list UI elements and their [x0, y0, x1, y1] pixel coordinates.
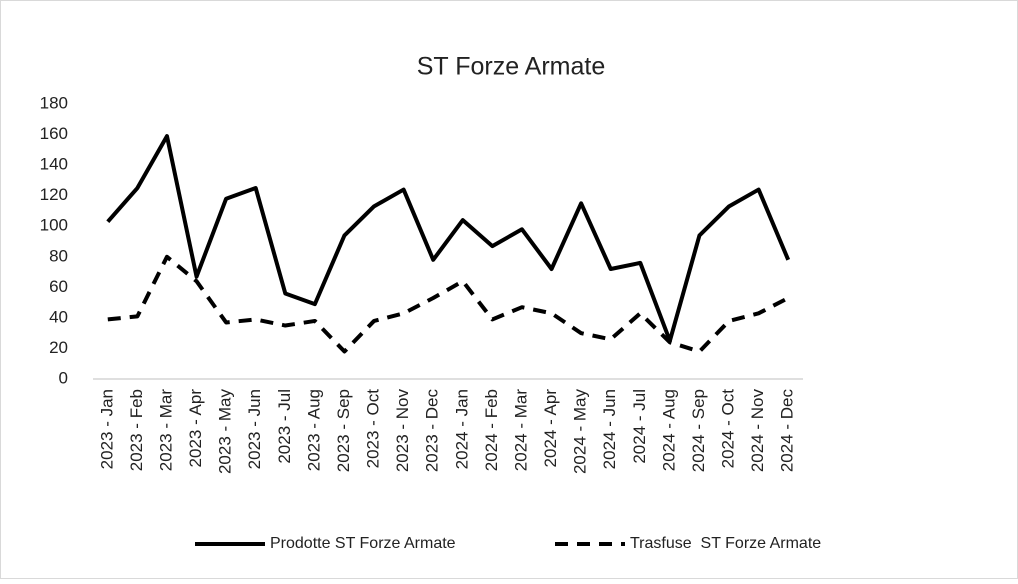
x-tick-label: 2024 - Dec — [778, 389, 797, 473]
y-tick-label: 140 — [40, 155, 68, 174]
x-tick-label: 2024 - Oct — [719, 389, 738, 469]
x-tick-label: 2023 - Sep — [334, 389, 353, 472]
chart-title: ST Forze Armate — [417, 53, 606, 81]
y-tick-label: 160 — [40, 124, 68, 143]
x-tick-label: 2024 - Sep — [689, 389, 708, 472]
x-tick-label: 2023 - Nov — [393, 389, 412, 473]
y-tick-label: 0 — [59, 368, 68, 387]
legend-label: Trasfuse ST Forze Armate — [630, 535, 821, 552]
x-tick-label: 2023 - May — [216, 389, 235, 475]
x-tick-label: 2023 - Feb — [127, 389, 146, 471]
x-tick-label: 2024 - Apr — [541, 389, 560, 468]
y-tick-label: 120 — [40, 185, 68, 204]
x-tick-label: 2024 - Jan — [452, 389, 471, 469]
x-tick-label: 2023 - Apr — [186, 389, 205, 468]
x-tick-label: 2023 - Aug — [304, 389, 323, 471]
legend-label: Prodotte ST Forze Armate — [270, 535, 456, 552]
y-tick-label: 40 — [49, 307, 68, 326]
data-line — [107, 254, 790, 354]
y-tick-label: 80 — [49, 246, 68, 265]
y-tick-label: 60 — [49, 277, 68, 296]
x-tick-label: 2024 - Feb — [482, 389, 501, 471]
y-tick-label: 20 — [49, 338, 68, 357]
x-tick-label: 2023 - Jul — [275, 389, 294, 464]
y-tick-label: 100 — [40, 216, 68, 235]
data-line — [106, 134, 791, 343]
y-tick-label: 180 — [40, 93, 68, 112]
x-tick-label: 2023 - Dec — [423, 389, 442, 473]
x-tick-label: 2024 - May — [571, 389, 590, 475]
x-tick-label: 2024 - Nov — [748, 389, 767, 473]
x-tick-label: 2023 - Oct — [364, 389, 383, 469]
x-tick-label: 2024 - Aug — [659, 389, 678, 471]
x-tick-label: 2024 - Jul — [630, 389, 649, 464]
x-tick-label: 2024 - Mar — [511, 389, 530, 472]
x-tick-label: 2024 - Jun — [600, 389, 619, 469]
x-tick-label: 2023 - Jan — [97, 389, 116, 469]
x-tick-label: 2023 - Mar — [156, 389, 175, 472]
x-tick-label: 2023 - Jun — [245, 389, 264, 469]
